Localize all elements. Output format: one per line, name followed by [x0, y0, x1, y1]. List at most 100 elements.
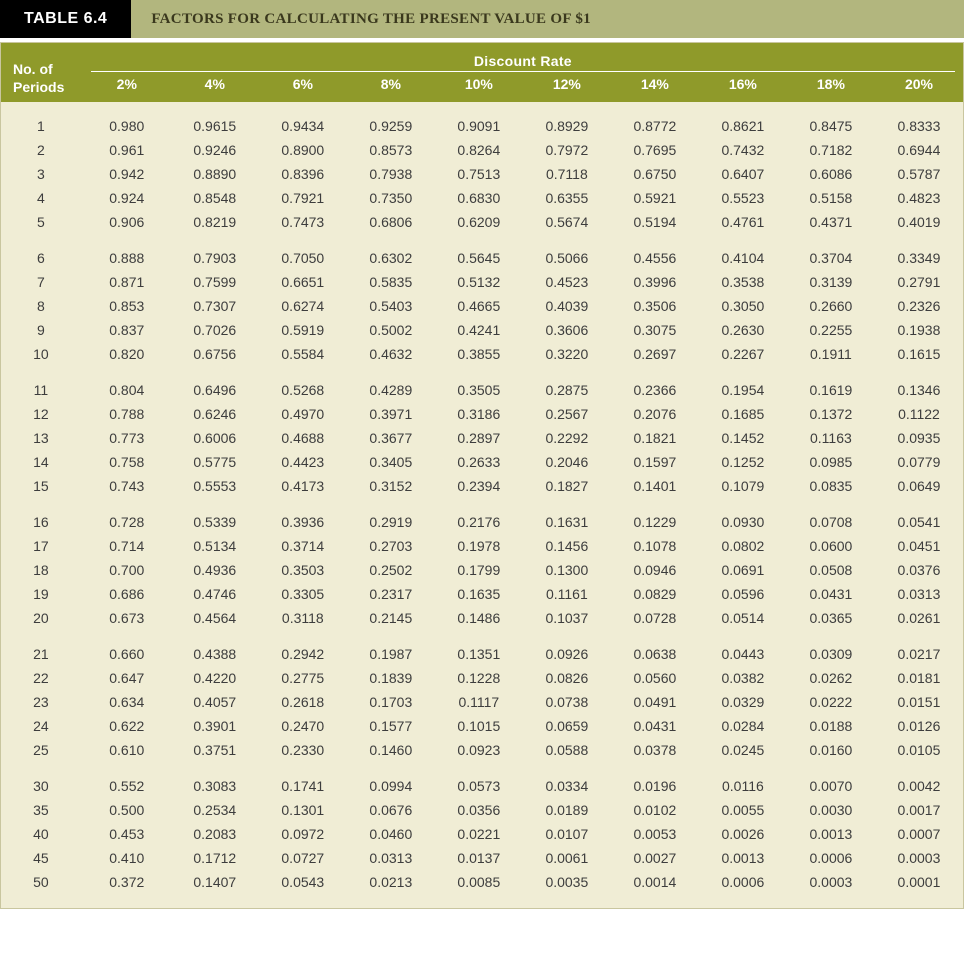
- value-cell: 0.2703: [347, 534, 435, 558]
- period-cell: 21: [1, 630, 83, 666]
- value-cell: 0.2470: [259, 714, 347, 738]
- value-cell: 0.7473: [259, 210, 347, 234]
- value-cell: 0.7026: [171, 318, 259, 342]
- value-cell: 0.5921: [611, 186, 699, 210]
- period-cell: 15: [1, 474, 83, 498]
- value-cell: 0.2660: [787, 294, 875, 318]
- value-cell: 0.7903: [171, 234, 259, 270]
- value-cell: 0.6302: [347, 234, 435, 270]
- table-row: 90.8370.70260.59190.50020.42410.36060.30…: [1, 318, 963, 342]
- value-cell: 0.3349: [875, 234, 963, 270]
- value-cell: 0.0102: [611, 798, 699, 822]
- value-cell: 0.0541: [875, 498, 963, 534]
- value-cell: 0.1827: [523, 474, 611, 498]
- value-cell: 0.7972: [523, 138, 611, 162]
- value-cell: 0.6086: [787, 162, 875, 186]
- value-cell: 0.0728: [611, 606, 699, 630]
- period-cell: 18: [1, 558, 83, 582]
- value-cell: 0.8929: [523, 102, 611, 138]
- value-cell: 0.8900: [259, 138, 347, 162]
- value-cell: 0.8264: [435, 138, 523, 162]
- table-row: 500.3720.14070.05430.02130.00850.00350.0…: [1, 870, 963, 894]
- value-cell: 0.5194: [611, 210, 699, 234]
- value-cell: 0.1407: [171, 870, 259, 894]
- table-row: 40.9240.85480.79210.73500.68300.63550.59…: [1, 186, 963, 210]
- period-cell: 45: [1, 846, 83, 870]
- period-cell: 25: [1, 738, 83, 762]
- value-cell: 0.7938: [347, 162, 435, 186]
- value-cell: 0.2292: [523, 426, 611, 450]
- value-cell: 0.4241: [435, 318, 523, 342]
- value-cell: 0.3405: [347, 450, 435, 474]
- value-cell: 0.4556: [611, 234, 699, 270]
- value-cell: 0.773: [83, 426, 171, 450]
- value-cell: 0.1161: [523, 582, 611, 606]
- value-cell: 0.4688: [259, 426, 347, 450]
- rate-header: 20%: [875, 76, 963, 102]
- value-cell: 0.4761: [699, 210, 787, 234]
- table-row: 300.5520.30830.17410.09940.05730.03340.0…: [1, 762, 963, 798]
- value-cell: 0.0376: [875, 558, 963, 582]
- value-cell: 0.0560: [611, 666, 699, 690]
- table-row: 160.7280.53390.39360.29190.21760.16310.1…: [1, 498, 963, 534]
- value-cell: 0.0356: [435, 798, 523, 822]
- value-cell: 0.3996: [611, 270, 699, 294]
- value-cell: 0.4289: [347, 366, 435, 402]
- value-cell: 0.1301: [259, 798, 347, 822]
- table-row: 190.6860.47460.33050.23170.16350.11610.0…: [1, 582, 963, 606]
- value-cell: 0.0596: [699, 582, 787, 606]
- value-cell: 0.1346: [875, 366, 963, 402]
- value-cell: 0.4371: [787, 210, 875, 234]
- value-cell: 0.0382: [699, 666, 787, 690]
- value-cell: 0.8621: [699, 102, 787, 138]
- value-cell: 0.9091: [435, 102, 523, 138]
- value-cell: 0.0013: [787, 822, 875, 846]
- table-row: 230.6340.40570.26180.17030.11170.07380.0…: [1, 690, 963, 714]
- value-cell: 0.8890: [171, 162, 259, 186]
- value-cell: 0.0946: [611, 558, 699, 582]
- value-cell: 0.0935: [875, 426, 963, 450]
- period-cell: 30: [1, 762, 83, 798]
- value-cell: 0.3936: [259, 498, 347, 534]
- value-cell: 0.3506: [611, 294, 699, 318]
- value-cell: 0.820: [83, 342, 171, 366]
- value-cell: 0.8475: [787, 102, 875, 138]
- value-cell: 0.4746: [171, 582, 259, 606]
- value-cell: 0.552: [83, 762, 171, 798]
- value-cell: 0.871: [83, 270, 171, 294]
- table-row: 120.7880.62460.49700.39710.31860.25670.2…: [1, 402, 963, 426]
- value-cell: 0.1631: [523, 498, 611, 534]
- value-cell: 0.924: [83, 186, 171, 210]
- value-cell: 0.1712: [171, 846, 259, 870]
- value-cell: 0.4632: [347, 342, 435, 366]
- value-cell: 0.0826: [523, 666, 611, 690]
- value-cell: 0.0189: [523, 798, 611, 822]
- value-cell: 0.0116: [699, 762, 787, 798]
- table-row: 60.8880.79030.70500.63020.56450.50660.45…: [1, 234, 963, 270]
- value-cell: 0.0061: [523, 846, 611, 870]
- value-cell: 0.2618: [259, 690, 347, 714]
- period-cell: 8: [1, 294, 83, 318]
- value-cell: 0.788: [83, 402, 171, 426]
- value-cell: 0.3075: [611, 318, 699, 342]
- value-cell: 0.5645: [435, 234, 523, 270]
- table-row: 350.5000.25340.13010.06760.03560.01890.0…: [1, 798, 963, 822]
- rate-header: 6%: [259, 76, 347, 102]
- value-cell: 0.3971: [347, 402, 435, 426]
- value-cell: 0.0972: [259, 822, 347, 846]
- value-cell: 0.2875: [523, 366, 611, 402]
- value-cell: 0.2775: [259, 666, 347, 690]
- value-cell: 0.4220: [171, 666, 259, 690]
- value-cell: 0.0003: [787, 870, 875, 894]
- value-cell: 0.1486: [435, 606, 523, 630]
- value-cell: 0.0262: [787, 666, 875, 690]
- value-cell: 0.7118: [523, 162, 611, 186]
- value-cell: 0.5787: [875, 162, 963, 186]
- value-cell: 0.0151: [875, 690, 963, 714]
- value-cell: 0.5268: [259, 366, 347, 402]
- value-cell: 0.0994: [347, 762, 435, 798]
- period-cell: 5: [1, 210, 83, 234]
- value-cell: 0.2255: [787, 318, 875, 342]
- value-cell: 0.1597: [611, 450, 699, 474]
- value-cell: 0.4173: [259, 474, 347, 498]
